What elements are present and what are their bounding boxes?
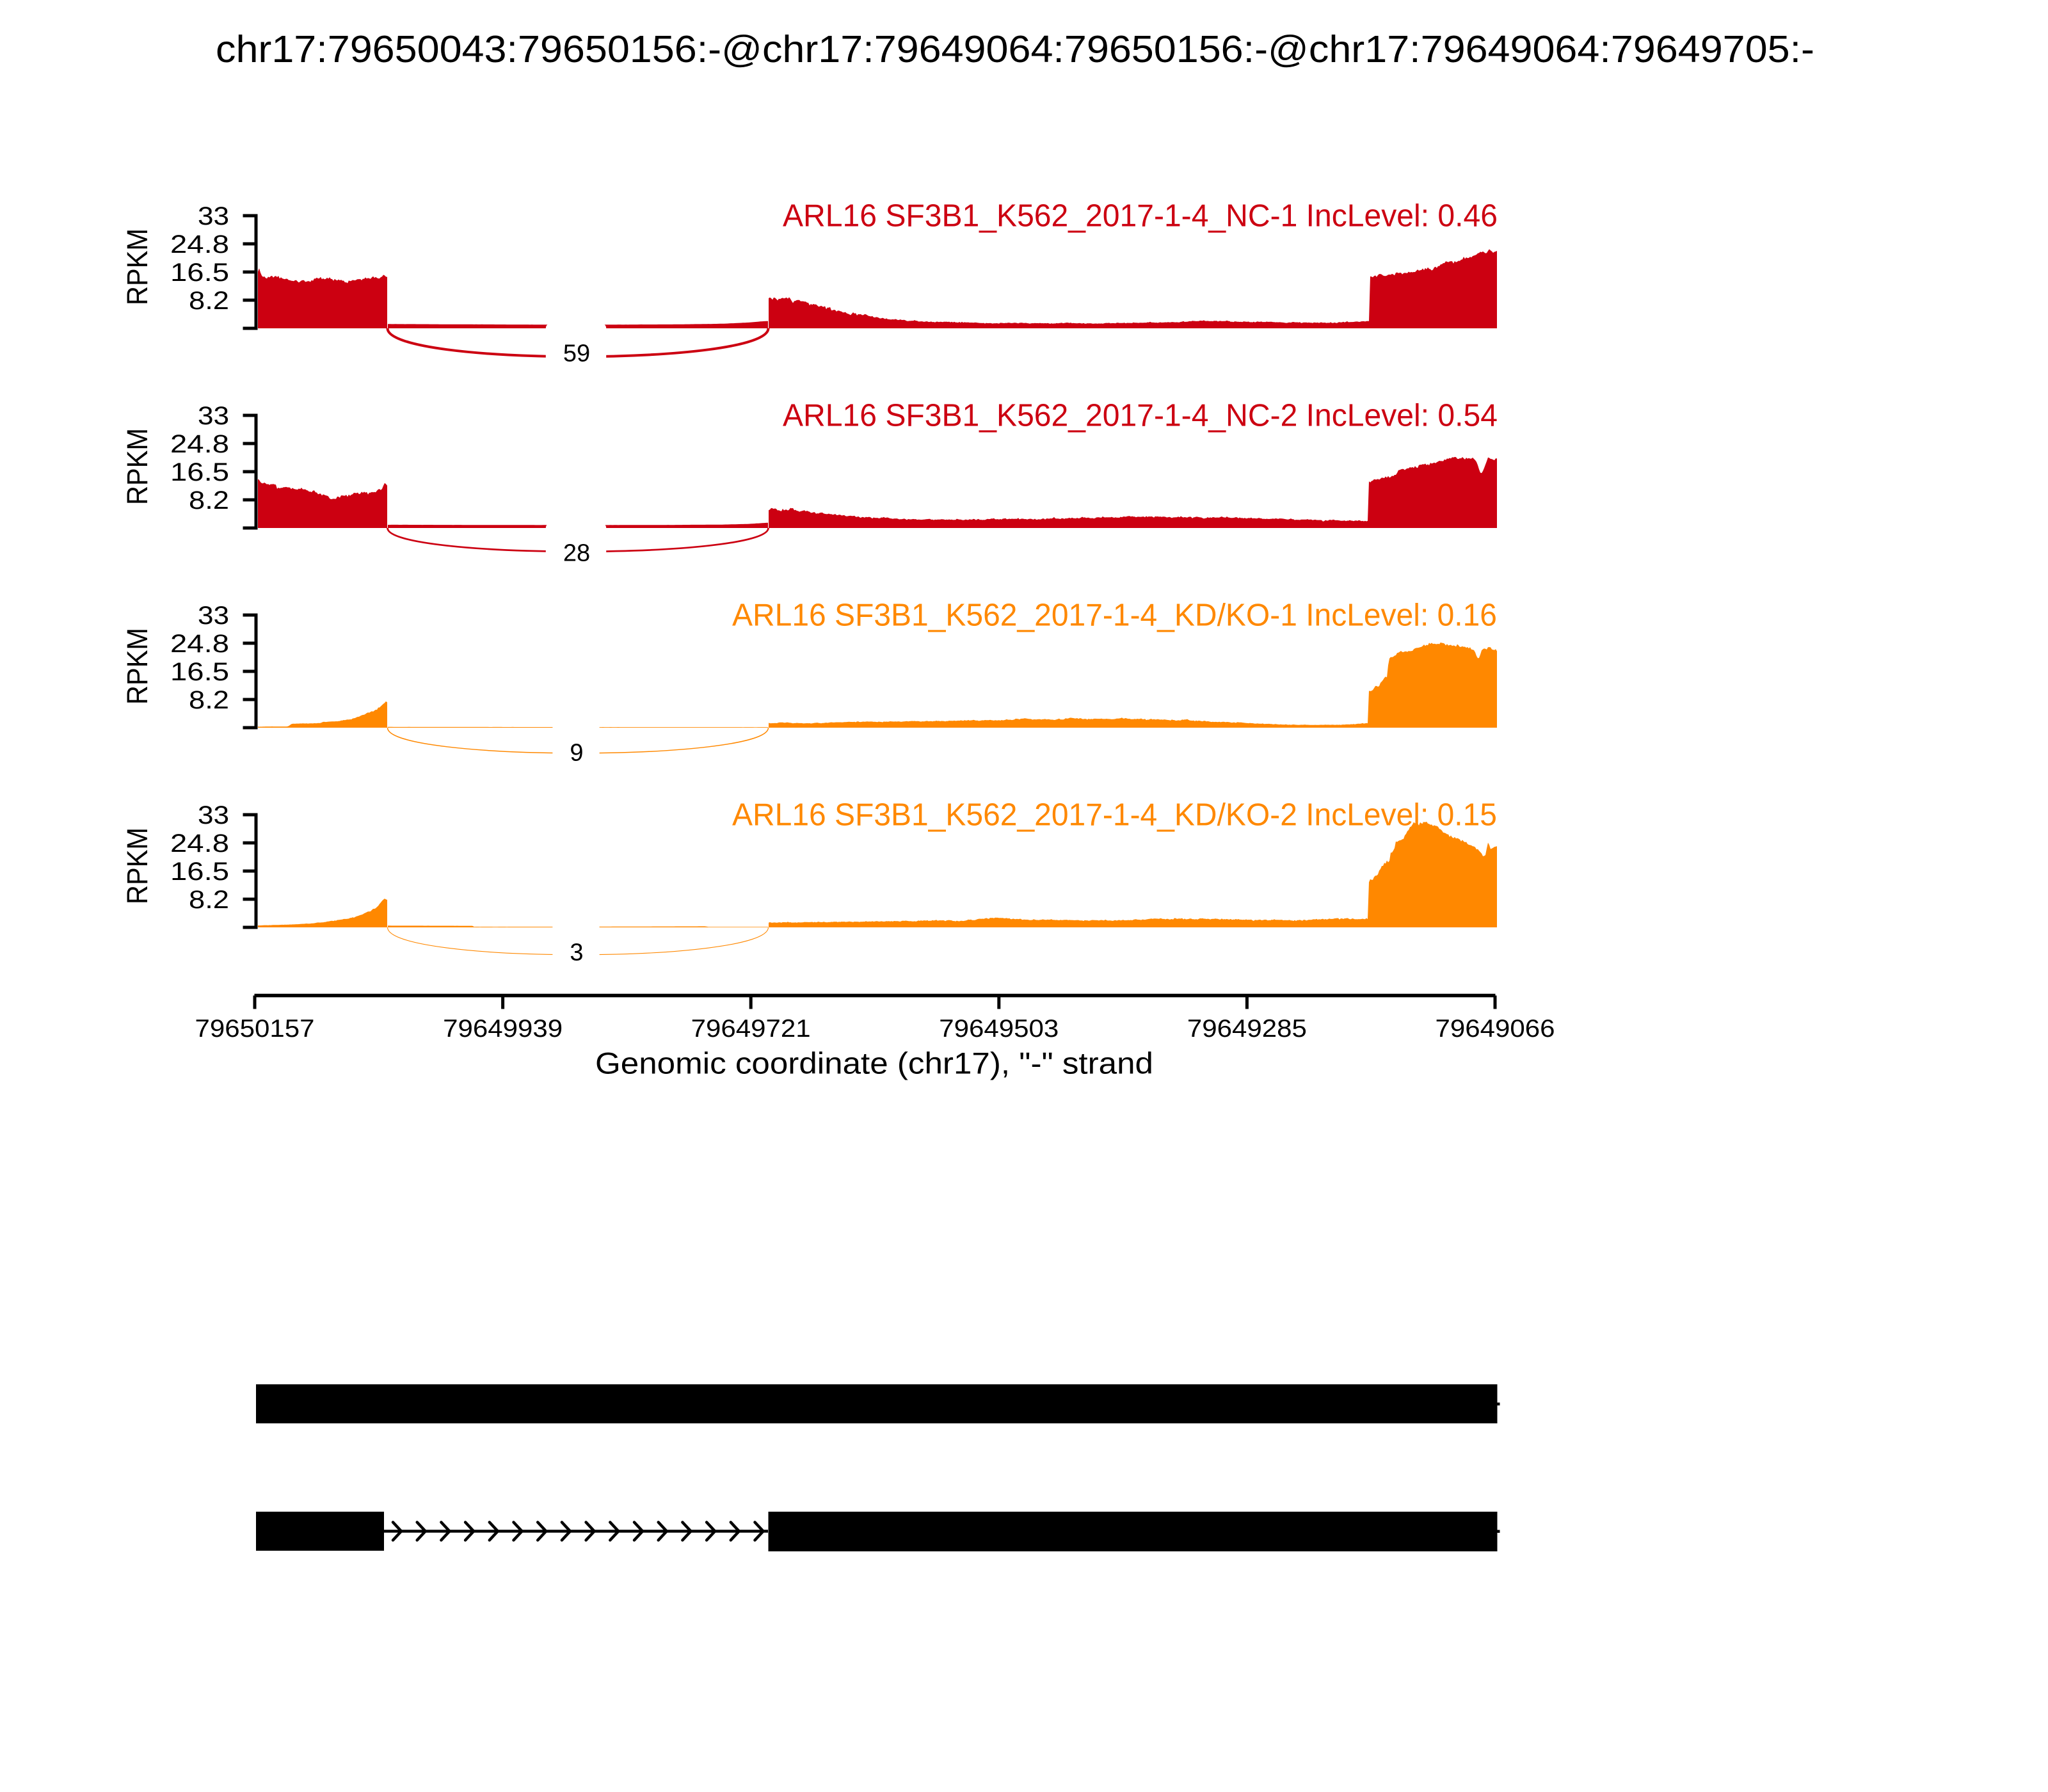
svg-text:33: 33 bbox=[198, 402, 229, 430]
svg-text:9: 9 bbox=[570, 740, 583, 767]
svg-text:16.5: 16.5 bbox=[170, 858, 229, 886]
svg-text:33: 33 bbox=[198, 602, 229, 630]
svg-text:79649721: 79649721 bbox=[691, 1015, 811, 1043]
svg-text:ARL16 SF3B1_K562_2017-1-4_KD/K: ARL16 SF3B1_K562_2017-1-4_KD/KO-1 IncLev… bbox=[732, 598, 1497, 633]
svg-text:33: 33 bbox=[198, 202, 229, 230]
svg-text:ARL16 SF3B1_K562_2017-1-4_NC-1: ARL16 SF3B1_K562_2017-1-4_NC-1 IncLevel:… bbox=[783, 199, 1498, 234]
svg-text:24.8: 24.8 bbox=[170, 630, 229, 658]
svg-text:24.8: 24.8 bbox=[170, 430, 229, 458]
svg-text:3: 3 bbox=[570, 940, 583, 966]
svg-text:24.8: 24.8 bbox=[170, 829, 229, 858]
svg-text:24.8: 24.8 bbox=[170, 230, 229, 259]
svg-text:16.5: 16.5 bbox=[170, 458, 229, 486]
svg-text:79649503: 79649503 bbox=[939, 1015, 1059, 1043]
svg-text:ARL16 SF3B1_K562_2017-1-4_KD/K: ARL16 SF3B1_K562_2017-1-4_KD/KO-2 IncLev… bbox=[732, 798, 1497, 833]
svg-text:ARL16 SF3B1_K562_2017-1-4_NC-2: ARL16 SF3B1_K562_2017-1-4_NC-2 IncLevel:… bbox=[783, 399, 1498, 433]
svg-text:8.2: 8.2 bbox=[189, 486, 229, 515]
svg-text:28: 28 bbox=[563, 540, 590, 567]
svg-text:8.2: 8.2 bbox=[189, 287, 229, 315]
svg-text:16.5: 16.5 bbox=[170, 259, 229, 287]
svg-text:33: 33 bbox=[198, 801, 229, 829]
svg-text:16.5: 16.5 bbox=[170, 658, 229, 686]
svg-text:79649285: 79649285 bbox=[1187, 1015, 1307, 1043]
svg-text:59: 59 bbox=[563, 340, 590, 367]
svg-text:RPKM: RPKM bbox=[121, 228, 154, 305]
svg-text:RPKM: RPKM bbox=[121, 828, 154, 904]
svg-text:8.2: 8.2 bbox=[189, 886, 229, 914]
svg-text:chr17:79650043:79650156:-@chr1: chr17:79650043:79650156:-@chr17:79649064… bbox=[216, 28, 1814, 70]
svg-text:79649066: 79649066 bbox=[1436, 1015, 1555, 1043]
svg-text:8.2: 8.2 bbox=[189, 686, 229, 714]
svg-text:79649939: 79649939 bbox=[443, 1015, 563, 1043]
svg-text:RPKM: RPKM bbox=[121, 428, 154, 505]
svg-text:Genomic coordinate (chr17), "-: Genomic coordinate (chr17), "-" strand bbox=[595, 1046, 1153, 1080]
svg-text:79650157: 79650157 bbox=[195, 1015, 315, 1043]
svg-text:RPKM: RPKM bbox=[121, 628, 154, 705]
